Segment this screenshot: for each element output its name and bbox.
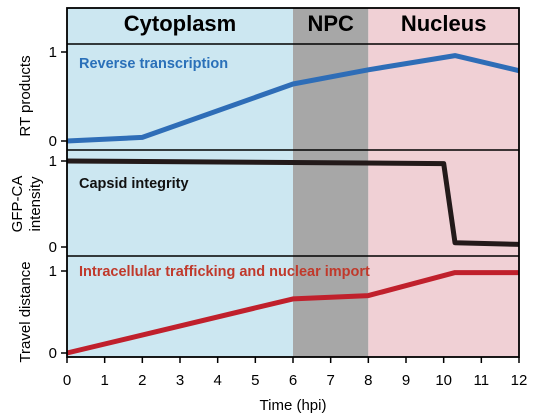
region-band-npc [293, 8, 369, 357]
y-axis-label-travel-distance: Travel distance [17, 261, 34, 362]
axes-frame [61, 7, 520, 363]
x-tick-label-1: 1 [100, 372, 108, 389]
y-tick-label-1-1: 1 [49, 44, 57, 61]
x-tick-label-9: 9 [402, 372, 410, 389]
region-label-nucleus: Nucleus [401, 11, 487, 36]
series-title-capsid-integrity: Capsid integrity [79, 176, 189, 192]
x-tick-label-5: 5 [251, 372, 259, 389]
x-tick-label-7: 7 [326, 372, 334, 389]
series-title-reverse-transcription: Reverse transcription [79, 56, 228, 72]
y-tick-label-3-0: 0 [49, 345, 57, 362]
series-title-intracellular-trafficking-and-nuclear-import: Intracellular trafficking and nuclear im… [79, 264, 370, 280]
x-tick-label-8: 8 [364, 372, 372, 389]
region-band-cytoplasm [67, 8, 293, 357]
y-tick-label-3-1: 1 [49, 263, 57, 280]
y-tick-label-2-1: 1 [49, 153, 57, 170]
y-tick-label-2-0: 0 [49, 239, 57, 256]
series-line-intracellular-trafficking-and-nuclear-import [66, 270, 519, 356]
x-tick-label-6: 6 [289, 372, 297, 389]
region-label-cytoplasm: Cytoplasm [124, 11, 236, 36]
region-band-nucleus [368, 8, 519, 357]
x-tick-label-11: 11 [474, 372, 490, 389]
series-line-reverse-transcription [66, 53, 520, 144]
x-tick-label-4: 4 [213, 372, 221, 389]
x-tick-label-0: 0 [63, 372, 71, 389]
y-axis-label-rt-products: RT products [17, 55, 34, 136]
x-tick-label-3: 3 [176, 372, 184, 389]
y-axis-label-gfp-ca-intensity: GFP-CAintensity [9, 176, 44, 233]
series-line-capsid-integrity [66, 158, 520, 247]
series-lines [66, 53, 520, 356]
x-axis-label: Time (hpi) [260, 397, 327, 414]
region-label-npc: NPC [307, 11, 354, 36]
x-tick-label-10: 10 [435, 372, 452, 389]
x-tick-label-12: 12 [511, 372, 528, 389]
x-tick-label-2: 2 [138, 372, 146, 389]
y-tick-label-1-0: 0 [49, 133, 57, 150]
